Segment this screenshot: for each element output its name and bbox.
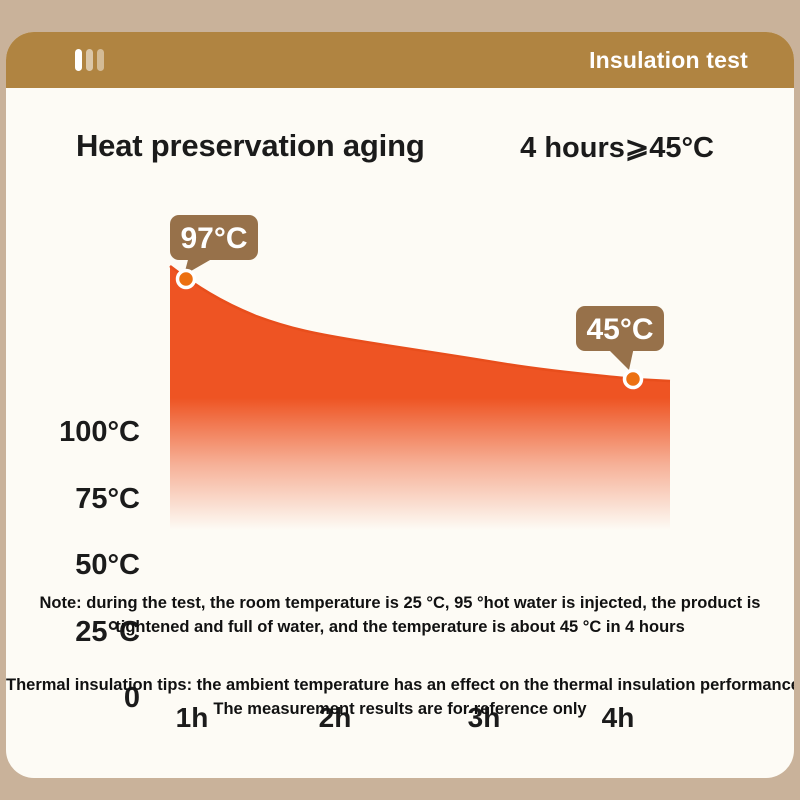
page-title: Heat preservation aging [76,128,425,163]
y-axis-tick-50: 50°C [75,549,140,581]
annotation-bubble-45c: 45°C [576,306,664,370]
data-point-4h [622,368,644,390]
claim-text: 4 hours⩾45°C [520,132,714,164]
tips-line-1: Thermal insulation tips: the ambient tem… [6,676,794,694]
app-card: Insulation test Heat preservation aging … [6,32,794,778]
x-axis-tick-2h: 2h [318,702,352,733]
y-axis-tick-75: 75°C [75,483,140,515]
x-axis-tick-3h: 3h [467,702,501,733]
x-axis-tick-1h: 1h [175,702,209,733]
header-bar: Insulation test [6,32,794,88]
note-text: Note: during the test, the room temperat… [6,591,794,639]
data-point-1h [175,268,197,290]
temperature-area [170,266,670,530]
bubble-box-97c [170,215,258,260]
signal-bar-3 [97,49,104,71]
y-axis-tick-100: 100°C [59,416,140,448]
signal-bar-1 [75,49,82,71]
tips-line-2: The measurement results are for referenc… [213,700,587,718]
signal-bars-icon [75,49,104,71]
bubble-tail-97c [184,256,217,275]
temperature-chart: 97°C 45°C 100°C 75°C 50°C 25°C 0 1h 2h 3… [6,202,794,733]
note-line-1: Note: during the test, the room temperat… [39,594,761,612]
signal-bar-2 [86,49,93,71]
temperature-curve [169,265,671,383]
bubble-box-45c [576,306,664,351]
bubble-tail-45c [606,347,634,370]
note-line-2: tightened and full of water, and the tem… [115,618,685,636]
title-row: Heat preservation aging 4 hours⩾45°C [6,128,794,170]
x-axis-tick-4h: 4h [601,702,635,733]
bubble-label-97c: 97°C [180,222,247,255]
y-axis-tick-0: 0 [123,682,140,714]
y-axis-tick-25: 25°C [75,616,140,648]
chart-canvas: 97°C 45°C [169,215,671,530]
header-title: Insulation test [589,47,748,73]
bubble-label-45c: 45°C [586,313,653,346]
tips-text: Thermal insulation tips: the ambient tem… [6,673,794,721]
annotation-bubble-97c: 97°C [170,215,258,275]
